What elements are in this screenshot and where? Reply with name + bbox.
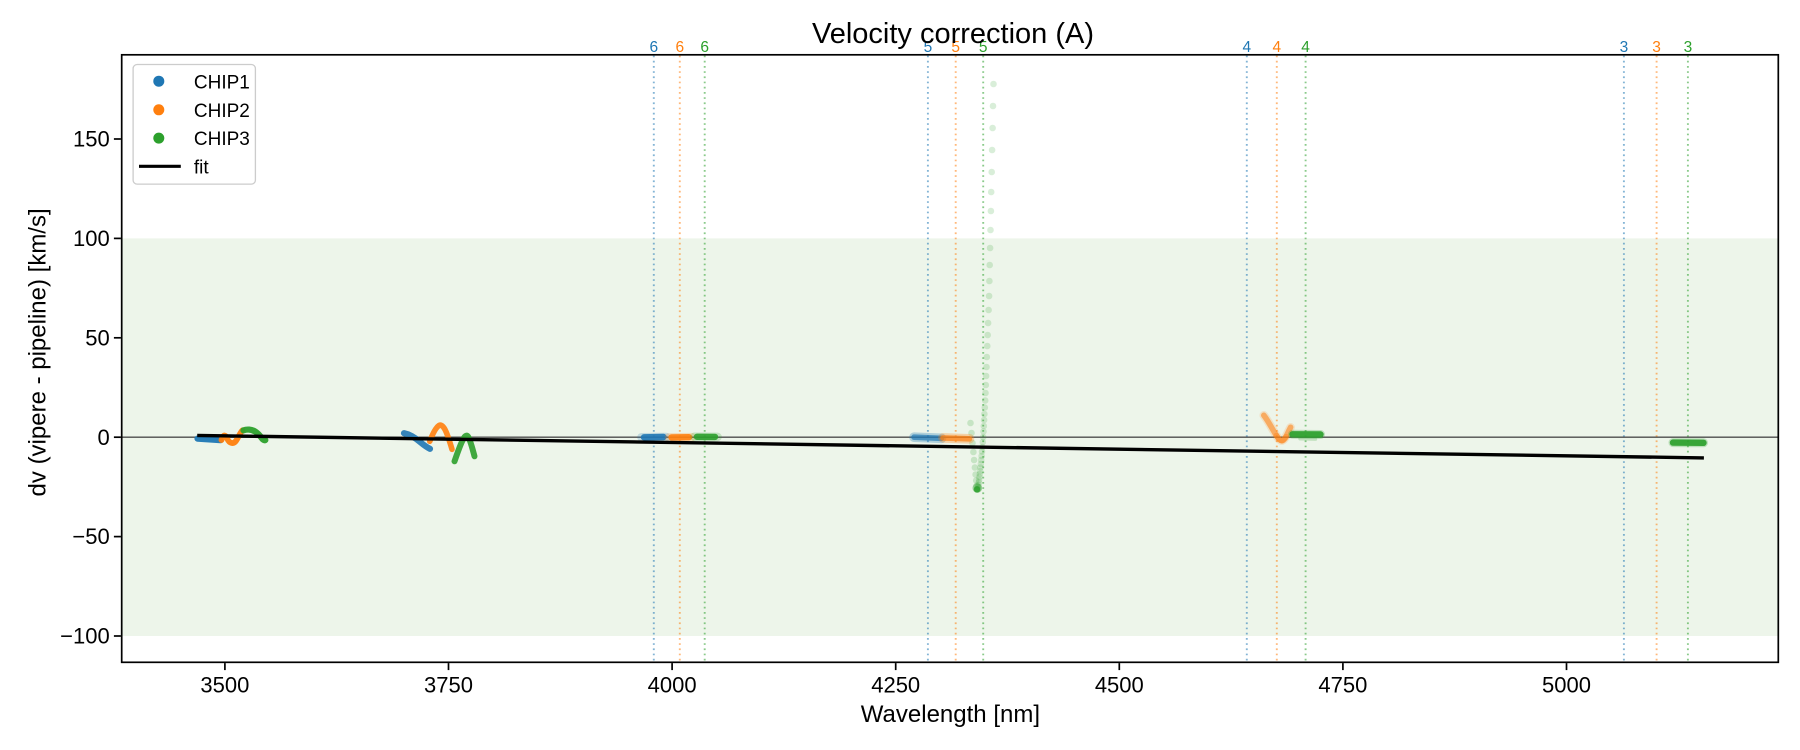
svg-text:4: 4 bbox=[1272, 39, 1281, 56]
svg-text:3750: 3750 bbox=[424, 673, 473, 698]
svg-text:3500: 3500 bbox=[200, 673, 249, 698]
svg-text:5: 5 bbox=[951, 39, 960, 56]
svg-text:3: 3 bbox=[1652, 39, 1661, 56]
svg-text:4750: 4750 bbox=[1318, 673, 1367, 698]
svg-text:6: 6 bbox=[649, 39, 658, 56]
svg-text:CHIP1: CHIP1 bbox=[194, 72, 250, 93]
svg-text:3: 3 bbox=[1684, 39, 1693, 56]
svg-text:0: 0 bbox=[97, 425, 109, 450]
svg-text:3: 3 bbox=[1620, 39, 1629, 56]
svg-text:5000: 5000 bbox=[1542, 673, 1591, 698]
svg-text:4000: 4000 bbox=[648, 673, 697, 698]
svg-text:Velocity correction (A): Velocity correction (A) bbox=[812, 18, 1094, 50]
svg-text:−50: −50 bbox=[72, 524, 109, 549]
svg-text:dv (vipere - pipeline) [km/s]: dv (vipere - pipeline) [km/s] bbox=[25, 208, 52, 496]
svg-text:6: 6 bbox=[675, 39, 684, 56]
svg-text:4: 4 bbox=[1242, 39, 1251, 56]
svg-text:4500: 4500 bbox=[1095, 673, 1144, 698]
svg-text:fit: fit bbox=[194, 157, 210, 178]
svg-text:5: 5 bbox=[924, 39, 933, 56]
svg-text:5: 5 bbox=[979, 39, 988, 56]
svg-text:100: 100 bbox=[73, 226, 110, 251]
svg-text:4: 4 bbox=[1301, 39, 1310, 56]
svg-text:150: 150 bbox=[73, 127, 110, 152]
svg-text:CHIP3: CHIP3 bbox=[194, 129, 250, 150]
svg-text:Wavelength [nm]: Wavelength [nm] bbox=[861, 701, 1040, 728]
svg-text:4250: 4250 bbox=[871, 673, 920, 698]
svg-text:6: 6 bbox=[700, 39, 709, 56]
svg-text:CHIP2: CHIP2 bbox=[194, 101, 250, 122]
svg-text:50: 50 bbox=[85, 325, 109, 350]
svg-text:−100: −100 bbox=[60, 624, 110, 649]
